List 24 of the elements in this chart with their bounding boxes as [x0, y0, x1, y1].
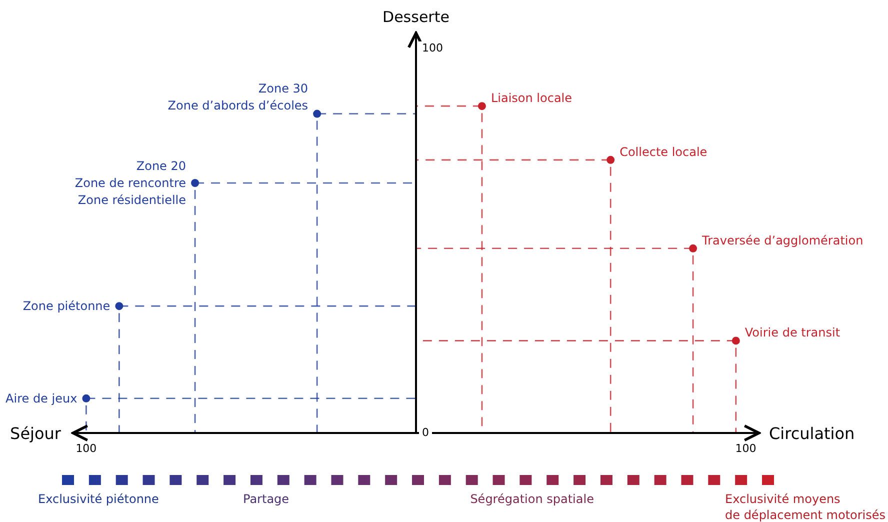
text: Ségrégation spatiale — [470, 492, 594, 506]
annotation: Zone 20 Zone de rencontre Zone résidentielle — [74, 159, 186, 207]
annotation: Aire de jeux — [6, 391, 78, 406]
text: Exclusivité moyens de déplacement motorisés — [725, 492, 886, 522]
text: Partage — [243, 492, 290, 506]
x-axis-title: Circulation — [769, 424, 855, 443]
annotation: Collecte locale — [620, 144, 708, 159]
point — [732, 336, 740, 345]
annotation: Liaison locale — [490, 91, 572, 106]
point — [191, 179, 200, 187]
point — [82, 394, 90, 402]
point — [689, 244, 698, 252]
annotation: Voirie de transit — [744, 326, 840, 340]
y-tick-label: 0 — [422, 426, 429, 440]
point — [115, 302, 124, 310]
annotation: Zone piétonne — [22, 299, 110, 314]
point — [478, 102, 486, 110]
text: Exclusivité piétonne — [38, 492, 159, 506]
annotation: Traversée d’agglomération — [701, 233, 864, 248]
y-axis-title: Desserte — [382, 8, 450, 26]
text: Séjour — [10, 424, 62, 443]
point — [606, 156, 615, 164]
annotation: Zone 30 Zone d’abords d’écoles — [168, 81, 308, 112]
point — [313, 110, 322, 118]
